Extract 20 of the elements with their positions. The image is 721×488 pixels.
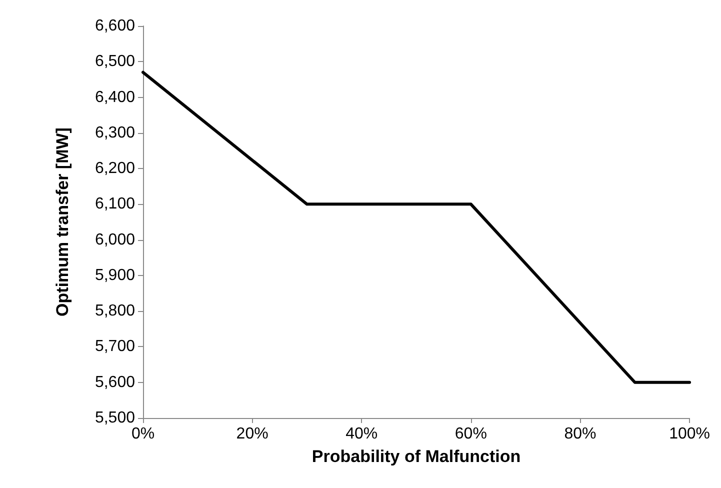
y-tick-label: 6,600 bbox=[94, 18, 136, 34]
x-tick-label: 20% bbox=[236, 426, 268, 442]
x-tick-label: 40% bbox=[346, 426, 378, 442]
x-tick-label: 60% bbox=[454, 426, 487, 442]
y-tick-label: 5,900 bbox=[94, 266, 136, 284]
y-tick-label: 6,400 bbox=[94, 88, 136, 106]
y-tick-label: 6,100 bbox=[94, 196, 136, 213]
y-tick-label: 6,200 bbox=[94, 160, 136, 178]
y-tick-label: 5,500 bbox=[94, 410, 136, 426]
y-tick-label: 6,500 bbox=[94, 53, 136, 70]
y-tick-label: 5,700 bbox=[94, 338, 136, 356]
y-tick-label: 5,600 bbox=[94, 374, 136, 391]
y-axis-title: Optimum transfer [MW] bbox=[53, 128, 72, 316]
y-tick-label: 6,300 bbox=[94, 124, 136, 142]
y-tick-label: 5,800 bbox=[94, 302, 136, 320]
y-tick-label: 6,000 bbox=[94, 231, 136, 248]
x-axis-title: Probability of Malfunction bbox=[312, 447, 521, 466]
x-tick-label: 80% bbox=[564, 426, 596, 442]
x-tick-label: 100% bbox=[669, 426, 710, 442]
x-tick-label: 0% bbox=[131, 426, 155, 442]
